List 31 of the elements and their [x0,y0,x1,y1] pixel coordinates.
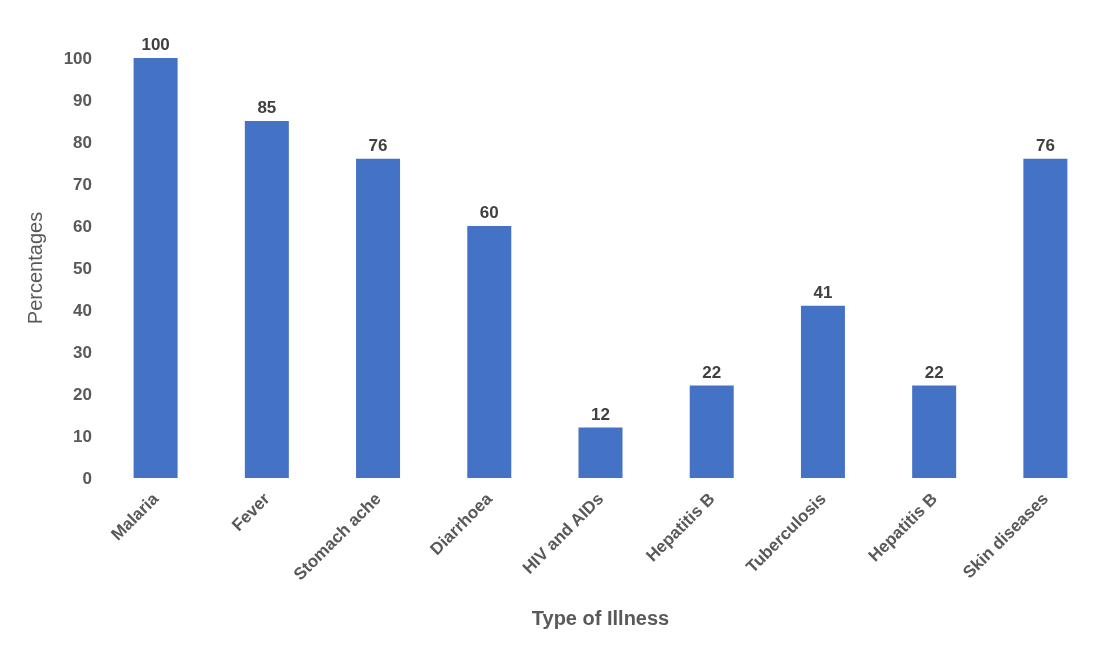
data-label: 41 [813,282,833,302]
data-label: 12 [591,404,610,424]
data-label: 60 [479,203,499,222]
y-tick-label: 50 [73,258,92,278]
y-tick-label: 30 [73,342,92,362]
bar [689,385,734,478]
data-label: 76 [1035,135,1055,155]
bar [578,427,623,478]
y-tick-label: 60 [73,216,92,236]
y-tick-label: 20 [73,384,92,404]
y-tick-label: 40 [73,300,92,320]
data-label: 76 [368,135,388,155]
data-label: 85 [257,98,277,117]
y-tick-label: 70 [73,174,92,194]
bar [1023,158,1068,478]
y-tick-label: 100 [63,48,92,68]
data-label: 22 [702,362,722,382]
bar [133,58,178,478]
bar [244,121,289,478]
y-tick-label: 90 [73,90,92,110]
x-axis-title: Type of Illness [531,607,670,629]
bar [467,226,512,478]
y-tick-label: 10 [73,426,92,446]
bar [800,305,845,478]
y-tick-label: 80 [73,132,92,152]
bar [356,158,401,478]
y-tick-label: 0 [82,468,92,488]
data-label: 22 [924,362,944,382]
y-axis-title: Percentages [24,211,46,325]
data-label: 100 [141,35,170,54]
bar [912,385,957,478]
